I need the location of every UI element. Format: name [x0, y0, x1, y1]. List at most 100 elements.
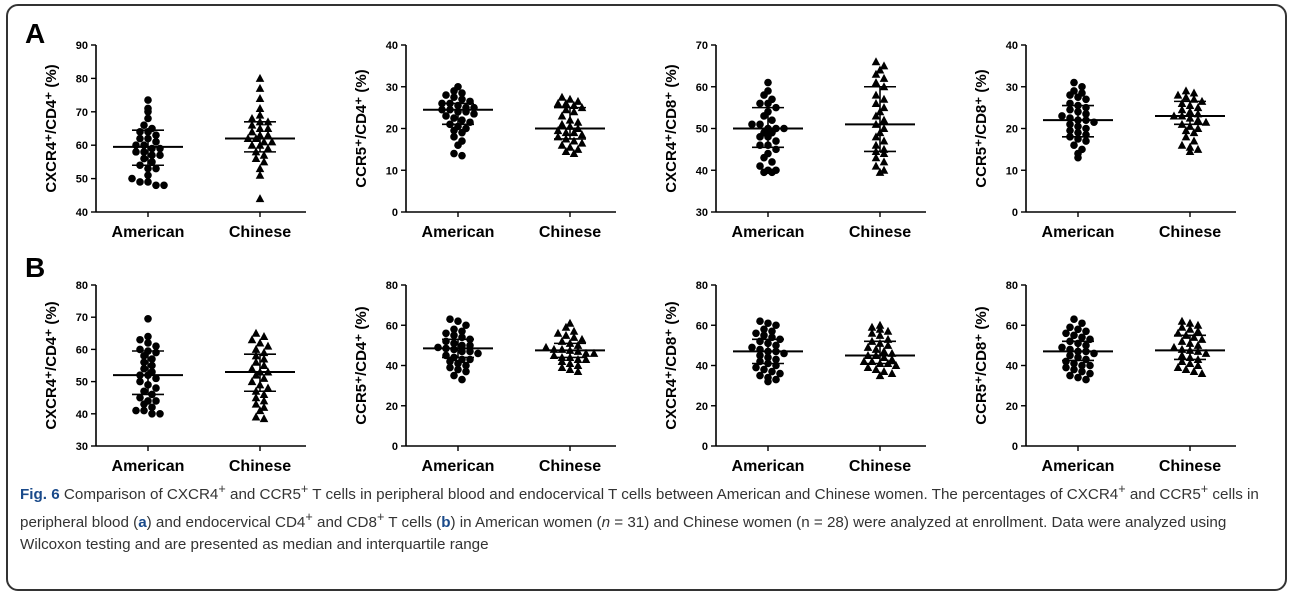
data-point — [152, 138, 160, 146]
data-point — [1078, 319, 1086, 328]
data-point — [1197, 369, 1207, 378]
data-point — [251, 399, 261, 408]
data-point — [772, 137, 780, 145]
data-point — [1082, 355, 1090, 364]
data-point — [144, 96, 152, 104]
data-point — [1070, 331, 1078, 340]
data-point — [871, 365, 881, 374]
data-point — [573, 340, 583, 349]
data-point — [1197, 334, 1207, 343]
data-point — [879, 94, 889, 103]
y-tick-label: 80 — [696, 280, 708, 292]
data-point — [887, 354, 897, 363]
data-point — [1086, 369, 1094, 378]
data-point — [140, 121, 148, 129]
data-point — [1066, 126, 1074, 135]
data-point — [247, 140, 257, 149]
data-point — [1193, 124, 1203, 132]
data-point — [768, 327, 776, 336]
y-tick-label: 40 — [386, 40, 398, 52]
x-tick-label: Chinese — [1159, 458, 1221, 475]
data-point — [128, 174, 136, 183]
data-point — [871, 161, 881, 170]
y-tick-label: 80 — [76, 73, 88, 85]
data-point — [875, 65, 885, 74]
data-point — [1078, 367, 1086, 376]
y-tick-label: 30 — [386, 82, 398, 94]
y-tick-label: 80 — [386, 280, 398, 292]
data-point — [1169, 342, 1179, 351]
data-point — [883, 326, 893, 335]
data-point — [247, 364, 257, 373]
caption-text: Comparison of CXCR4+ and CCR5+ T cells i… — [20, 482, 1259, 554]
data-point — [772, 355, 780, 364]
data-point — [1070, 141, 1078, 149]
caption-label: Fig. 6 — [20, 486, 60, 504]
data-point — [557, 363, 567, 372]
data-point — [752, 363, 760, 372]
data-point — [561, 146, 571, 155]
data-point — [1177, 336, 1187, 345]
data-point — [557, 140, 567, 149]
data-point — [1193, 103, 1203, 112]
data-point — [1185, 146, 1195, 155]
y-tick-label: 50 — [696, 124, 708, 136]
y-axis-title: CXCR4⁺/CD8⁺ (%) — [663, 301, 680, 429]
data-point — [251, 328, 261, 337]
data-point — [752, 329, 760, 338]
data-point — [1173, 90, 1183, 99]
data-point — [561, 330, 571, 339]
data-point — [251, 154, 261, 163]
data-point — [140, 364, 148, 373]
data-point — [1185, 318, 1195, 327]
data-point — [454, 141, 462, 149]
x-tick-label: American — [422, 224, 495, 241]
data-point — [581, 354, 591, 363]
data-point — [875, 320, 885, 329]
y-tick-label: 40 — [76, 207, 88, 219]
data-point — [1062, 329, 1070, 338]
data-point — [891, 361, 901, 369]
data-point — [1066, 323, 1074, 332]
chart-4: 0 10 20 30 40 CCR5⁺/CD8⁺ (%) American Chinese — [973, 40, 1236, 241]
data-point — [1078, 361, 1086, 370]
data-point — [148, 403, 156, 412]
data-point — [136, 377, 144, 386]
data-point — [156, 151, 164, 160]
data-point — [573, 367, 583, 376]
x-tick-label: Chinese — [1159, 224, 1221, 241]
y-tick-label: 0 — [702, 441, 708, 453]
data-point — [442, 329, 450, 338]
data-point — [247, 120, 257, 129]
data-point — [863, 342, 873, 351]
data-point — [1070, 359, 1078, 368]
data-point — [251, 412, 261, 421]
data-point — [871, 111, 881, 120]
data-point — [1173, 363, 1183, 372]
data-point — [144, 171, 152, 180]
x-tick-label: Chinese — [539, 458, 601, 475]
data-point — [760, 365, 768, 374]
data-point — [569, 128, 579, 137]
data-point — [1074, 93, 1082, 101]
data-point — [144, 164, 152, 173]
data-point — [1181, 86, 1191, 95]
data-point — [561, 98, 571, 107]
data-point — [152, 181, 160, 190]
data-point — [152, 348, 160, 357]
y-axis-title: CXCR4⁺/CD8⁺ (%) — [663, 64, 680, 192]
data-point — [247, 377, 257, 386]
data-point — [140, 352, 148, 360]
x-tick-label: Chinese — [849, 458, 911, 475]
data-point — [1177, 322, 1187, 331]
data-point — [458, 341, 466, 350]
data-point — [756, 120, 764, 129]
x-tick-label: Chinese — [229, 458, 291, 475]
y-tick-label: 60 — [696, 82, 708, 94]
data-point — [454, 317, 462, 326]
data-point — [263, 144, 273, 153]
data-point — [573, 144, 583, 153]
data-point — [1062, 363, 1070, 372]
data-point — [1185, 358, 1195, 367]
data-point — [255, 406, 265, 415]
